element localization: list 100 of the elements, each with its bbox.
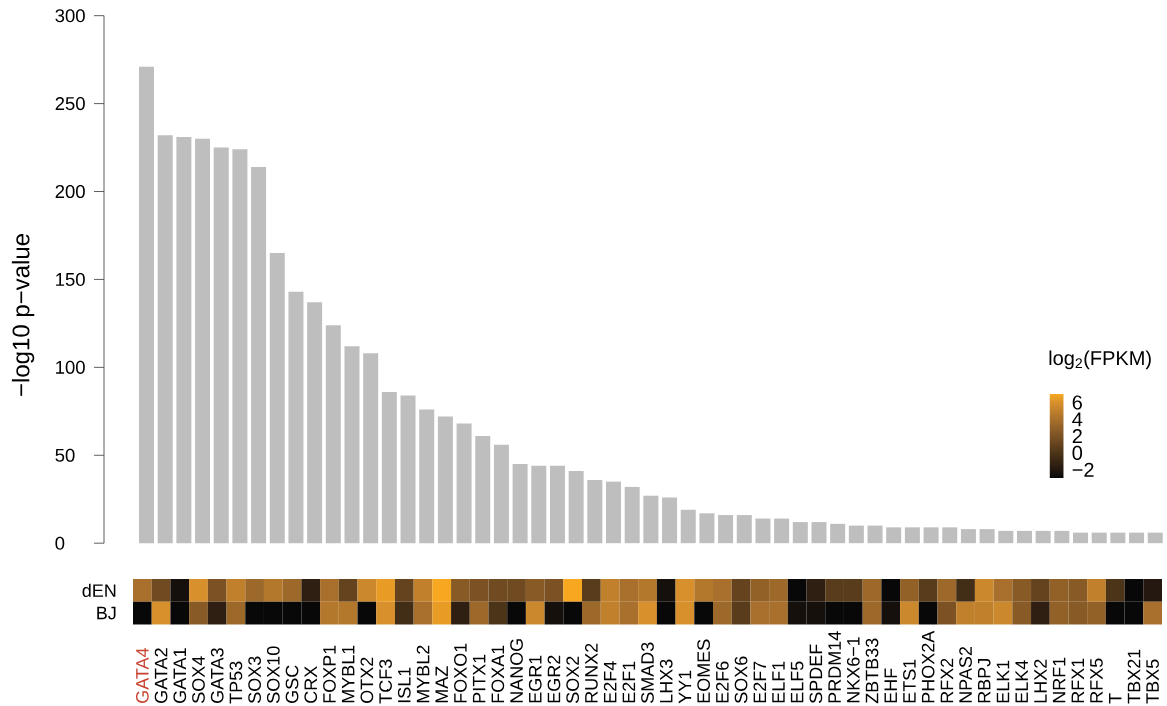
bar	[1147, 532, 1163, 544]
color-bar-label: 6	[1072, 395, 1082, 410]
x-tick-label: RUNX2	[585, 643, 598, 703]
color-bar-title: log$_{2}$(FPKM)	[1049, 350, 1151, 370]
x-tick-label: TBX21	[1127, 649, 1141, 704]
bar	[848, 525, 864, 544]
bar	[157, 135, 173, 544]
y-tick-label: 100	[56, 360, 85, 374]
bar	[886, 527, 902, 544]
bar	[307, 302, 323, 544]
x-tick-label: MAZ	[435, 666, 448, 703]
bar	[960, 529, 976, 544]
x-tick-label: ELF5	[790, 661, 804, 703]
y-tick-label: dEN	[82, 583, 116, 597]
x-tick-label: TBX5	[1146, 659, 1159, 704]
x-tick-label: CRX	[304, 666, 318, 703]
x-tick-label: RFX2	[940, 658, 954, 703]
x-tick-label: T	[1109, 693, 1122, 704]
bar	[195, 138, 211, 544]
bar	[512, 464, 528, 544]
bar	[139, 66, 155, 544]
x-tick-label: SOX2	[566, 656, 580, 703]
x-tick-label: RFX5	[1090, 658, 1103, 703]
bar	[606, 481, 622, 544]
bar	[475, 435, 491, 544]
x-tick-label: SPDEF	[809, 644, 823, 703]
bar	[1129, 532, 1145, 544]
x-tick-label: TP53	[229, 661, 243, 704]
bar	[699, 513, 715, 544]
bar	[867, 525, 883, 544]
y-tick-label: 250	[55, 97, 85, 111]
bar	[662, 497, 678, 544]
bar	[680, 509, 696, 544]
color-bar-label: 0	[1072, 445, 1083, 460]
bar	[923, 527, 939, 544]
x-tick-label: ELF1	[772, 661, 785, 703]
bar	[774, 518, 790, 544]
x-tick-label: E2F4	[603, 661, 617, 703]
y-tick-label: 0	[55, 536, 65, 550]
bar	[176, 137, 192, 544]
x-tick-label: LHX3	[659, 659, 673, 703]
x-tick-label: PRDM14	[828, 631, 841, 703]
x-tick-label: TCF3	[379, 659, 392, 704]
color-bar-label: 2	[1072, 429, 1082, 444]
x-tick-label: E2F1	[622, 661, 636, 703]
bar	[232, 149, 248, 544]
bar	[736, 515, 752, 544]
x-tick-label: SMAD3	[641, 642, 654, 703]
bar	[1110, 532, 1126, 544]
bar	[942, 527, 958, 544]
x-tick-label: PITX1	[472, 654, 486, 703]
x-tick-label: SOX3	[248, 656, 261, 703]
color-bar-label: −2	[1072, 462, 1094, 477]
x-tick-label: GATA3	[210, 648, 224, 703]
x-tick-label: NANOG	[510, 639, 523, 703]
x-tick-label: EHF	[884, 668, 897, 703]
x-tick-label: RFX1	[1071, 658, 1084, 703]
bar	[456, 423, 472, 544]
y-tick-label: 150	[56, 272, 85, 286]
bar	[755, 518, 771, 544]
x-tick-label: GATA2	[154, 648, 168, 703]
x-tick-label: PHOX2A	[921, 630, 935, 703]
x-tick-label: ELK4	[1015, 660, 1028, 703]
x-tick-label: YY1	[678, 670, 692, 704]
x-tick-label: FOXA1	[491, 645, 505, 703]
x-tick-label: ELK1	[996, 660, 1010, 703]
x-tick-label: FOXP1	[323, 645, 336, 703]
bar	[325, 325, 341, 544]
x-tick-label: SOX10	[266, 646, 280, 703]
bar	[568, 471, 584, 544]
bar	[979, 529, 995, 544]
x-tick-label: MYBL1	[341, 645, 355, 703]
bar	[1035, 530, 1051, 544]
bar	[587, 479, 603, 544]
x-tick-label: NPAS2	[959, 647, 972, 703]
bar	[624, 486, 640, 544]
bar	[363, 353, 379, 544]
y-tick-label: 200	[55, 184, 85, 199]
y-tick-label: 50	[55, 448, 75, 462]
bar	[419, 409, 435, 544]
x-tick-label: EGR1	[528, 655, 542, 703]
x-tick-label: SOX6	[734, 656, 748, 703]
x-tick-label: EGR2	[547, 655, 561, 703]
bar	[1016, 530, 1032, 544]
color-bar-label: 4	[1072, 412, 1083, 427]
bar	[493, 444, 509, 544]
x-tick-label: EOMES	[697, 639, 710, 703]
bar	[1091, 532, 1107, 544]
bar	[381, 391, 397, 544]
x-tick-label: ISL1	[397, 667, 411, 703]
x-tick-label: SOX4	[192, 656, 205, 703]
bar	[400, 395, 416, 544]
x-tick-label: GATA1	[173, 648, 187, 703]
y-tick-label: 300	[55, 9, 85, 23]
bar	[344, 346, 360, 544]
x-tick-label: E2F6	[715, 661, 729, 703]
y-axis-title: −log10 p−value	[11, 234, 35, 396]
x-tick-label: NRF1	[1052, 657, 1066, 703]
bar	[437, 416, 453, 544]
x-tick-label: RBPJ	[977, 659, 991, 703]
